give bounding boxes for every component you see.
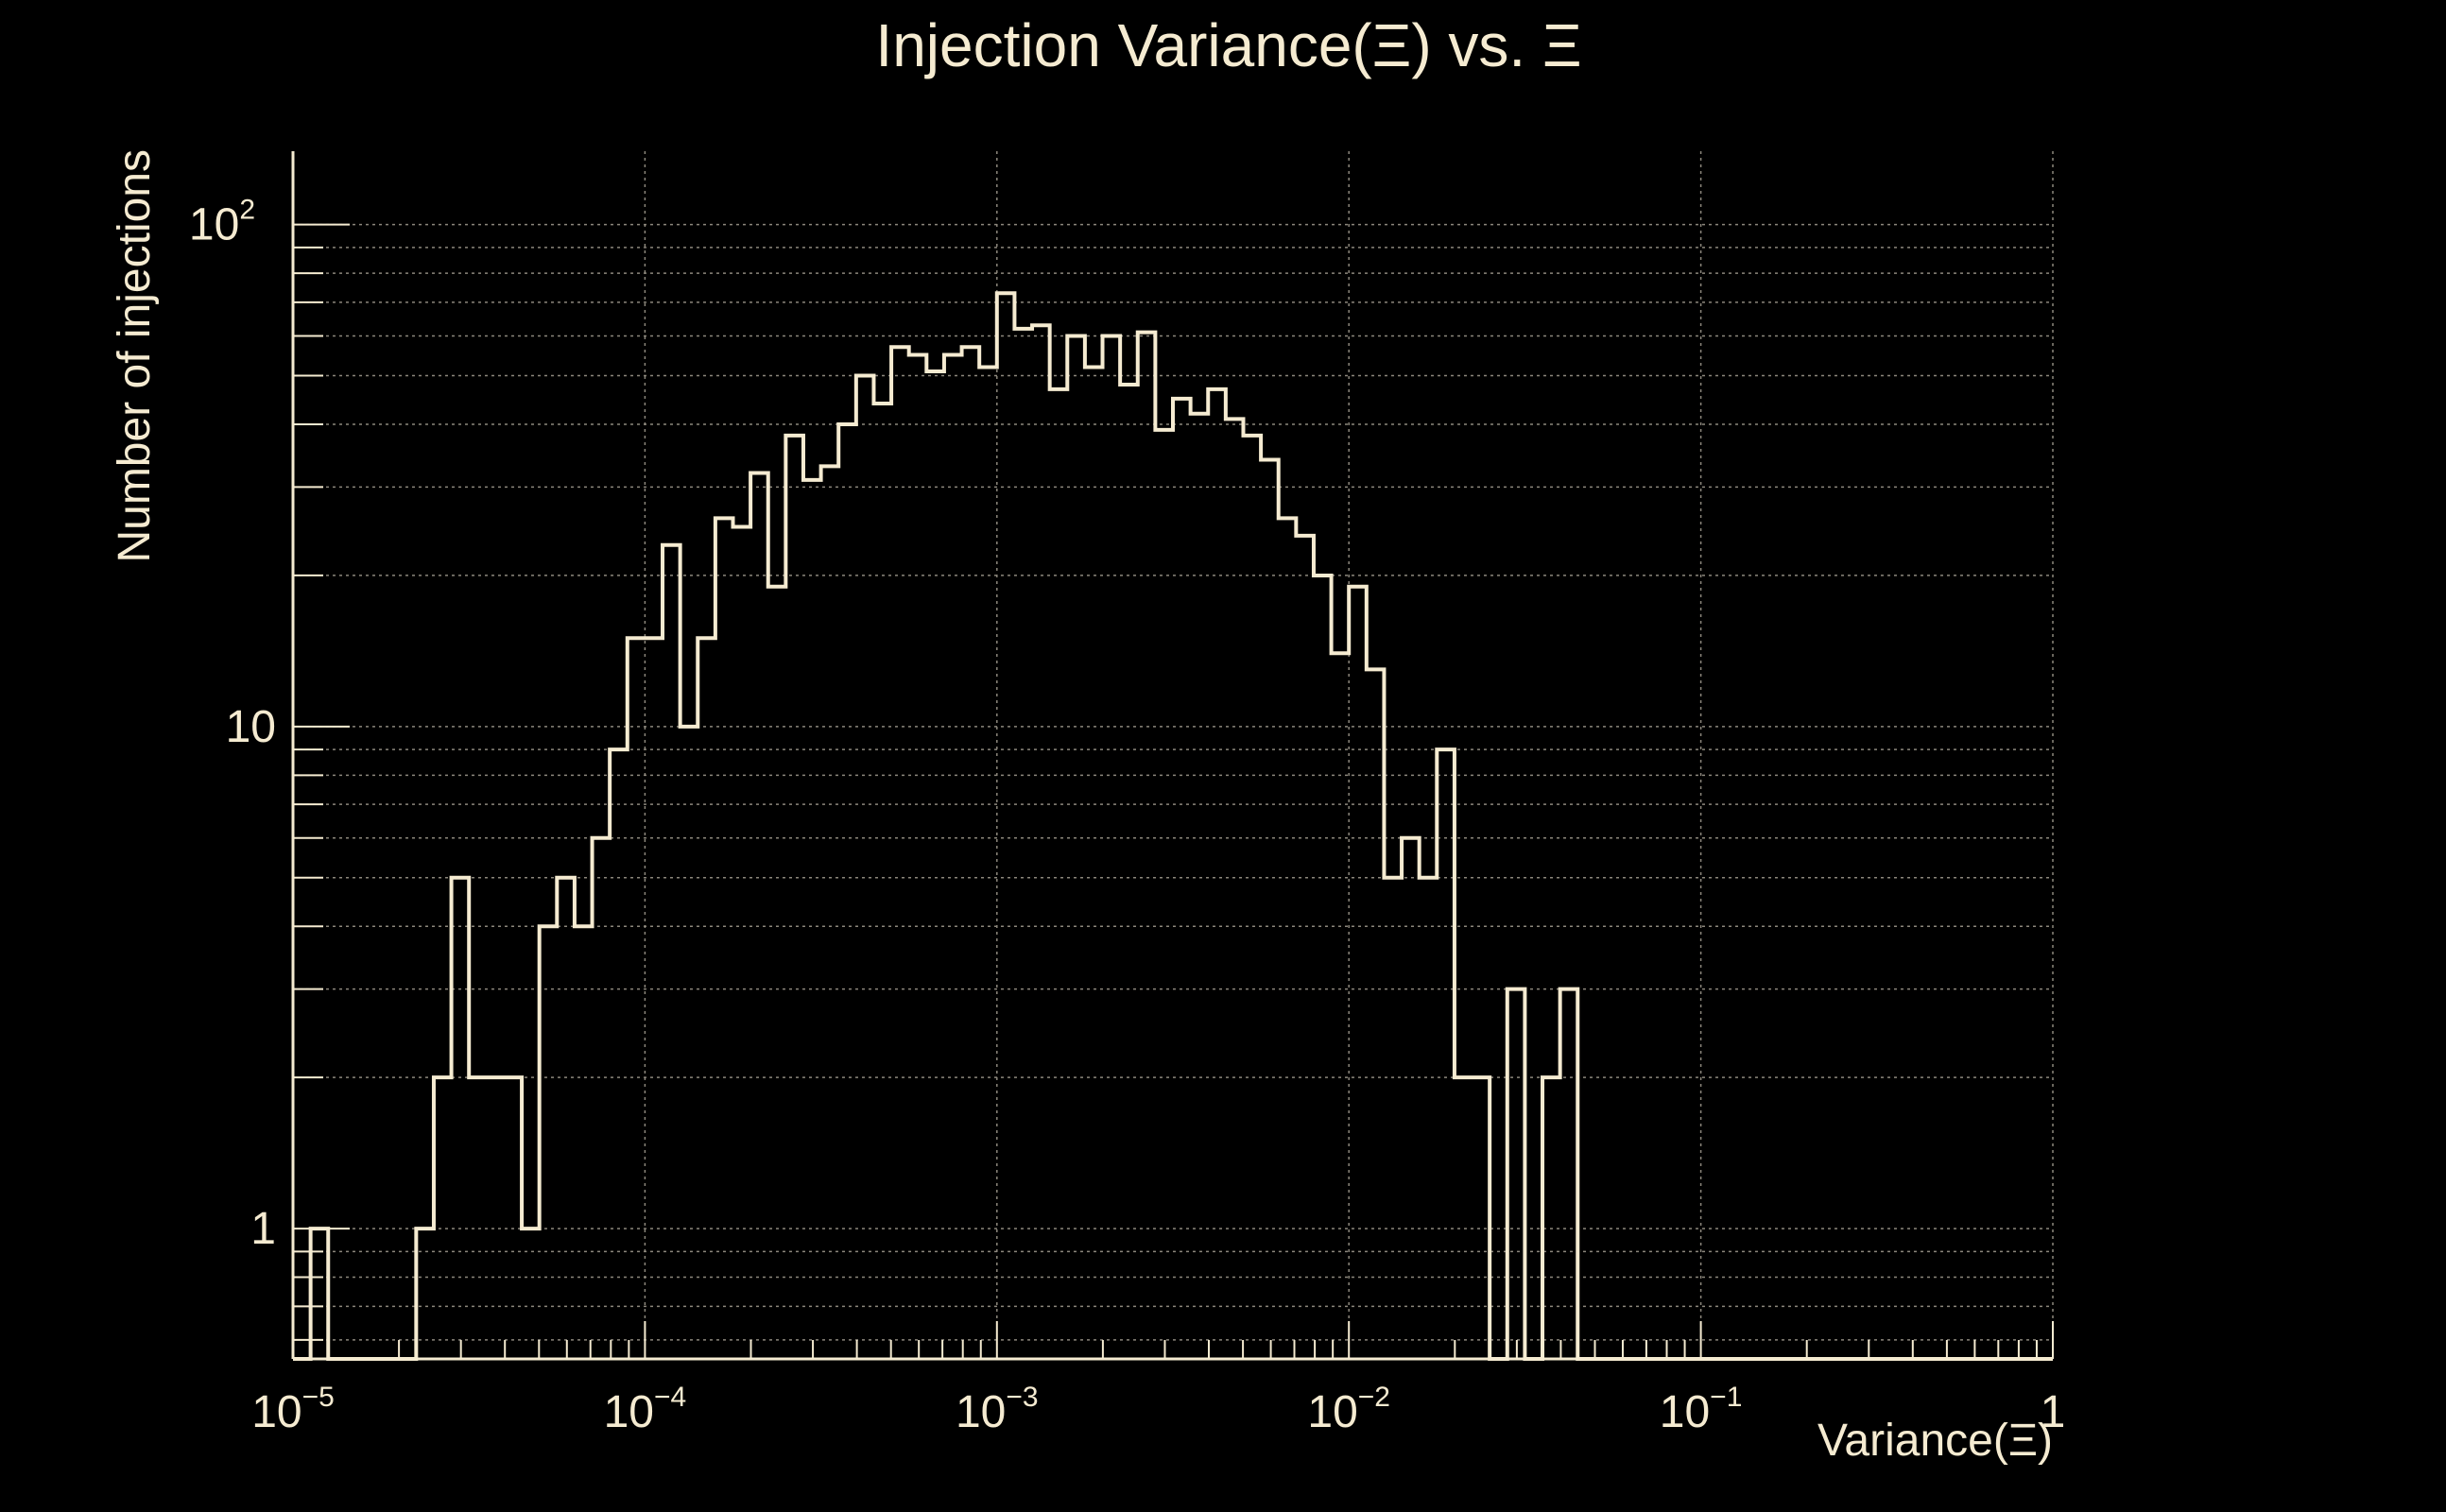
x-tick-label: 10−3 xyxy=(956,1382,1039,1437)
x-tick-label-exponent: −1 xyxy=(1710,1382,1742,1413)
y-tick-label: 1 xyxy=(250,1204,276,1254)
x-tick-label-exponent: −4 xyxy=(654,1382,686,1413)
axis-ticks xyxy=(292,223,2054,1359)
x-tick-label-base: 10 xyxy=(1660,1387,1710,1437)
y-tick-label-base: 1 xyxy=(250,1204,276,1254)
y-tick-label: 102 xyxy=(189,195,255,250)
x-tick-label-base: 1 xyxy=(2041,1387,2066,1437)
x-tick-label: 10−2 xyxy=(1307,1382,1390,1437)
x-tick-label: 1 xyxy=(2041,1387,2066,1437)
x-tick-label-exponent: −3 xyxy=(1006,1382,1038,1413)
grid-layer xyxy=(292,151,2054,1359)
x-tick-label-base: 10 xyxy=(251,1387,301,1437)
chart-title: Injection Variance(Ξ) vs. Ξ xyxy=(875,11,1581,79)
y-tick-label-base: 10 xyxy=(226,702,276,752)
y-axis-label: Number of injections xyxy=(110,149,160,563)
x-tick-label: 10−4 xyxy=(604,1382,687,1437)
y-tick-label-base: 10 xyxy=(189,200,239,250)
x-tick-label-exponent: −2 xyxy=(1358,1382,1390,1413)
x-tick-label-base: 10 xyxy=(956,1387,1006,1437)
x-tick-label: 10−5 xyxy=(251,1382,335,1437)
y-tick-label: 10 xyxy=(226,702,276,752)
histogram-series-line xyxy=(293,291,2053,1361)
x-tick-label-exponent: −5 xyxy=(302,1382,335,1413)
x-tick-label: 10−1 xyxy=(1660,1382,1743,1437)
y-tick-label-exponent: 2 xyxy=(239,195,255,226)
x-tick-label-base: 10 xyxy=(604,1387,654,1437)
x-axis-label: Variance(Ξ) xyxy=(1817,1416,2053,1466)
x-tick-label-base: 10 xyxy=(1307,1387,1357,1437)
